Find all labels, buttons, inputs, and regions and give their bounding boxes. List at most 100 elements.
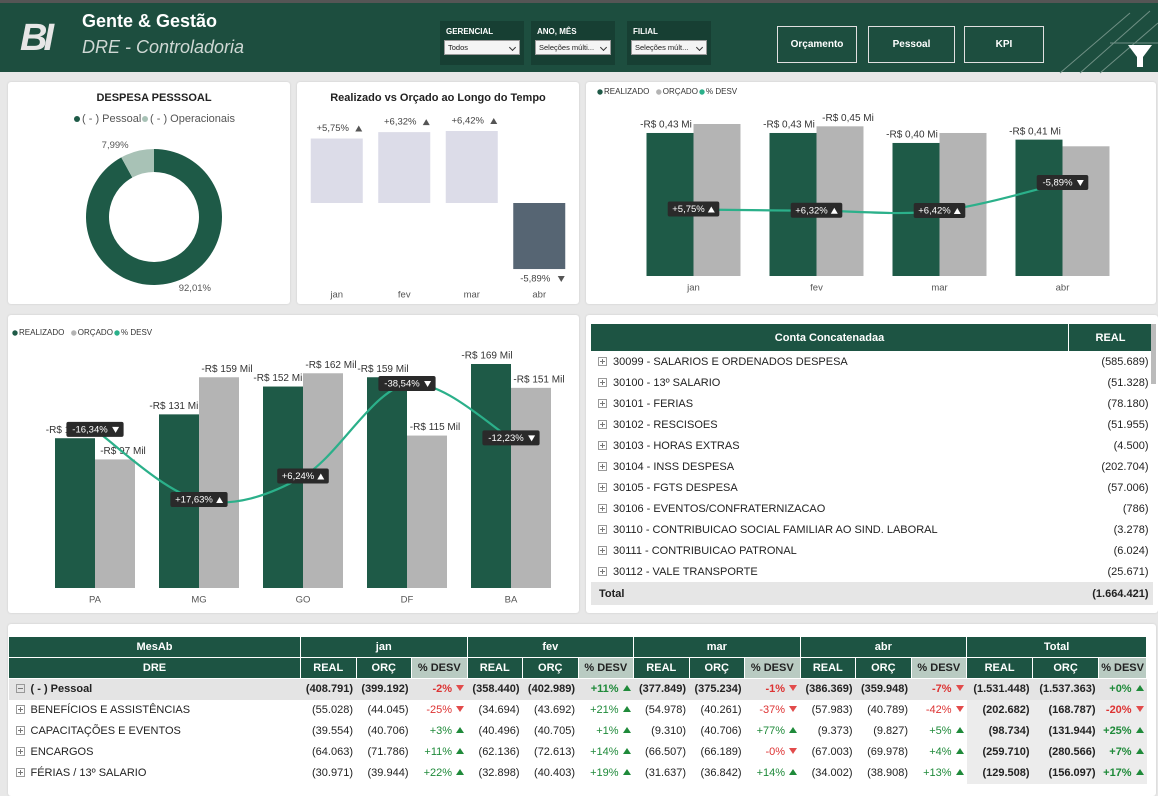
value-cell: (62.136): [478, 746, 520, 758]
nav-button[interactable]: Pessoal: [868, 26, 955, 63]
cell-text: +11%: [590, 683, 619, 696]
value-cell: (386.369): [800, 678, 856, 700]
expand-icon[interactable]: [598, 356, 607, 366]
value-cell: (40.705): [534, 725, 576, 737]
value-cell: (156.097): [1032, 762, 1099, 784]
value-cell: (72.613): [534, 746, 576, 758]
table-row: 30106 - EVENTOS/CONFRATERNIZACAO (786): [591, 498, 1153, 519]
subtitle: DRE - Controladoria: [82, 37, 245, 57]
account-name: 30100 - 13º SALARIO: [591, 372, 1069, 393]
table-row: 30103 - HORAS EXTRAS (4.500): [591, 435, 1153, 456]
cell-text: +14%: [590, 746, 619, 758]
account-value: (6.024): [1113, 544, 1149, 557]
value-cell: (69.978): [867, 746, 909, 758]
arrow-icon: [1135, 748, 1144, 754]
cell-text: +19%: [590, 767, 619, 779]
expand-icon[interactable]: [15, 768, 25, 777]
cell-text: 30104 - INSS DESPESA: [613, 460, 735, 473]
expand-icon[interactable]: [598, 566, 607, 576]
value-cell: (40.261): [700, 704, 742, 716]
desv-cell: +19%: [578, 763, 634, 784]
expand-icon[interactable]: [598, 377, 607, 387]
value-cell: (43.692): [534, 704, 576, 716]
value-cell: (30.971): [312, 767, 353, 779]
column-header: % DESV: [577, 657, 635, 679]
arrow-icon: [456, 685, 465, 692]
filter[interactable]: FILIAL Seleções múlt...: [627, 21, 711, 65]
filter[interactable]: ANO, MÊS Seleções múlti...: [531, 21, 615, 65]
nav-button[interactable]: Orçamento: [777, 26, 857, 63]
table-row: ENCARGOS (64.063) (71.786) +11% (62.136) (72.…: [9, 741, 1147, 763]
filter-value[interactable]: Seleções múlti...: [535, 40, 611, 55]
expand-icon[interactable]: [598, 503, 607, 513]
expand-icon[interactable]: [15, 726, 25, 735]
filter[interactable]: GERENCIAL Todos: [440, 21, 524, 65]
desv-cell: +1%: [578, 721, 634, 742]
desv-cell: +14%: [745, 763, 801, 784]
value-cell: (377.849): [633, 678, 690, 700]
filter-value[interactable]: Todos: [444, 40, 520, 55]
value-cell: (39.554): [312, 725, 353, 737]
account-value: (3.278): [1113, 523, 1149, 536]
expand-icon[interactable]: [15, 684, 25, 694]
desv-cell: -20%: [1098, 699, 1147, 721]
value-cell: (66.189): [700, 746, 742, 758]
filter-label: FILIAL: [633, 27, 658, 36]
arrow-icon: [622, 769, 631, 775]
value-cell: (399.192): [356, 678, 412, 700]
expand-icon[interactable]: [598, 440, 607, 450]
filter-value[interactable]: Seleções múlt...: [631, 40, 707, 55]
filter-label: ANO, MÊS: [537, 27, 577, 36]
cell-text: +7%: [1109, 746, 1132, 758]
expand-icon[interactable]: [598, 482, 607, 492]
group-header: abr: [799, 636, 968, 658]
arrow-icon: [955, 685, 964, 692]
account-name: 30110 - CONTRIBUICAO SOCIAL FAMILIAR AO …: [591, 519, 1069, 540]
table-row: 30110 - CONTRIBUICAO SOCIAL FAMILIAR AO …: [591, 519, 1153, 540]
cell-text: -1%: [765, 683, 786, 696]
expand-icon[interactable]: [598, 524, 607, 534]
value-cell: (259.710): [966, 741, 1033, 763]
header-row: MesAb jan fev mar abr Total: [8, 636, 1148, 658]
cell-text: 30111 - CONTRIBUICAO PATRONAL: [613, 544, 797, 557]
expand-icon[interactable]: [598, 419, 607, 429]
desv-cell: -2%: [411, 678, 468, 700]
account-value: (51.328): [1107, 376, 1149, 389]
panel-combo-month: [586, 82, 1156, 304]
cell-text: +21%: [590, 704, 619, 716]
value-cell: (32.898): [478, 767, 520, 779]
cell-text: +4%: [929, 746, 952, 758]
value-cell: (54.978): [645, 704, 687, 716]
desv-cell: +14%: [578, 742, 634, 763]
arrow-icon: [1135, 727, 1144, 733]
expand-icon[interactable]: [15, 747, 25, 756]
arrow-icon: [789, 727, 798, 733]
cell-text: +25%: [1103, 725, 1132, 737]
cell-text: BENEFÍCIOS E ASSISTÊNCIAS: [30, 704, 191, 716]
expand-icon[interactable]: [598, 398, 607, 408]
desv-cell: -25%: [412, 700, 468, 721]
total-label: Total: [591, 582, 1069, 605]
arrow-icon: [622, 748, 631, 754]
value-cell: (358.440): [467, 678, 523, 700]
value-cell: (129.508): [966, 762, 1033, 784]
cell-text: +1%: [596, 725, 619, 737]
table-row: 30101 - FERIAS (78.180): [591, 393, 1153, 414]
expand-icon[interactable]: [15, 705, 25, 714]
value-cell: (202.682): [966, 699, 1033, 721]
panel-bar: [297, 82, 579, 304]
arrow-icon: [789, 769, 798, 775]
desv-cell: +4%: [911, 742, 967, 763]
table-row: BENEFÍCIOS E ASSISTÊNCIAS (55.028) (44.045…: [9, 699, 1147, 721]
expand-icon[interactable]: [598, 545, 607, 555]
logo: BI: [20, 17, 54, 59]
arrow-icon: [789, 748, 798, 754]
cell-text: -42%: [925, 704, 952, 716]
expand-icon[interactable]: [598, 461, 607, 471]
desv-cell: +11%: [412, 742, 468, 763]
table-row: 30112 - VALE TRANSPORTE (25.671): [591, 561, 1153, 582]
arrow-icon: [456, 727, 465, 733]
nav-button[interactable]: KPI: [964, 26, 1044, 63]
panel-donut: [8, 82, 290, 304]
cell-text: +13%: [923, 767, 952, 779]
